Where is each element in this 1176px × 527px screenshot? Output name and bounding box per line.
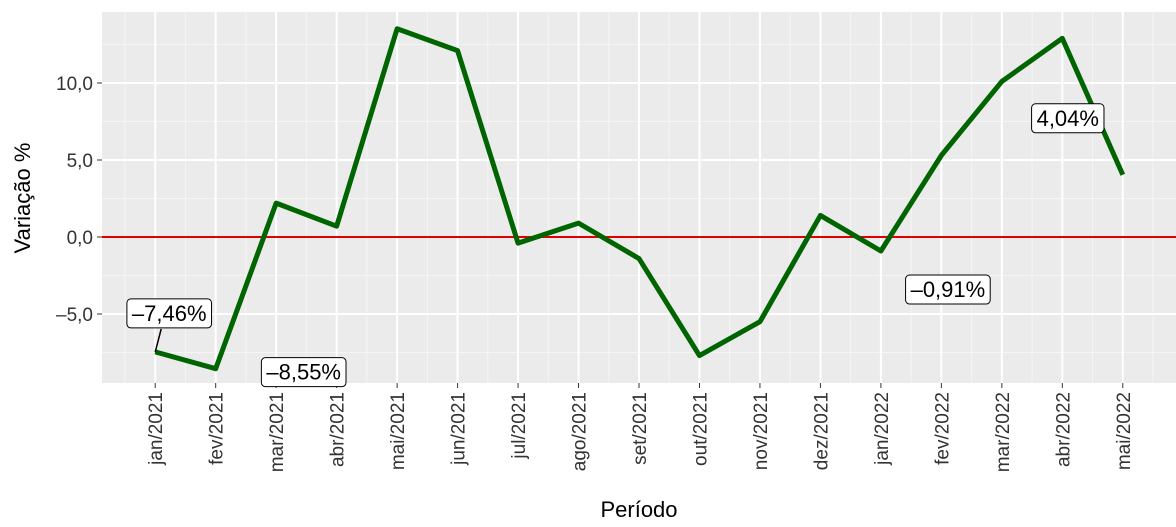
- x-tick-label: out/2021: [690, 392, 711, 466]
- x-tick-label: mar/2021: [267, 392, 288, 472]
- y-tick-label: 0,0: [67, 228, 93, 249]
- data-label: –7,46%: [132, 301, 207, 326]
- x-tick-label: abr/2022: [1053, 392, 1074, 467]
- x-tick-label: fev/2021: [207, 392, 228, 465]
- y-tick-label: –5,0: [56, 305, 93, 326]
- data-label: –0,91%: [911, 277, 986, 302]
- x-tick-label: set/2021: [630, 392, 651, 465]
- x-tick-label: mar/2022: [993, 392, 1014, 472]
- x-tick-label: dez/2021: [811, 392, 832, 470]
- x-tick-label: jun/2021: [449, 392, 470, 466]
- x-tick-label: jul/2021: [509, 392, 530, 460]
- label-box: [905, 274, 991, 305]
- data-label: 4,04%: [1037, 106, 1099, 131]
- label-box: [260, 357, 347, 388]
- x-tick-label: jan/2021: [146, 392, 167, 466]
- x-axis-title: Período: [600, 497, 677, 522]
- x-tick-label: nov/2021: [751, 392, 772, 470]
- x-tick-label: jan/2022: [872, 392, 893, 466]
- y-tick-label: 10,0: [56, 74, 93, 95]
- label-leader: [154, 328, 162, 353]
- x-tick-label: abr/2021: [328, 392, 349, 467]
- label-box: [126, 298, 213, 329]
- y-tick-label: 5,0: [67, 151, 93, 172]
- x-tick-label: mai/2021: [388, 392, 409, 470]
- x-tick-label: fev/2022: [932, 392, 953, 465]
- x-tick-label: mai/2022: [1114, 392, 1135, 470]
- y-axis-title: Variação %: [10, 143, 35, 254]
- line: [154, 26, 1126, 372]
- data-label: –8,55%: [266, 360, 341, 385]
- x-tick-label: ago/2021: [570, 392, 591, 471]
- label-box: [1031, 103, 1105, 134]
